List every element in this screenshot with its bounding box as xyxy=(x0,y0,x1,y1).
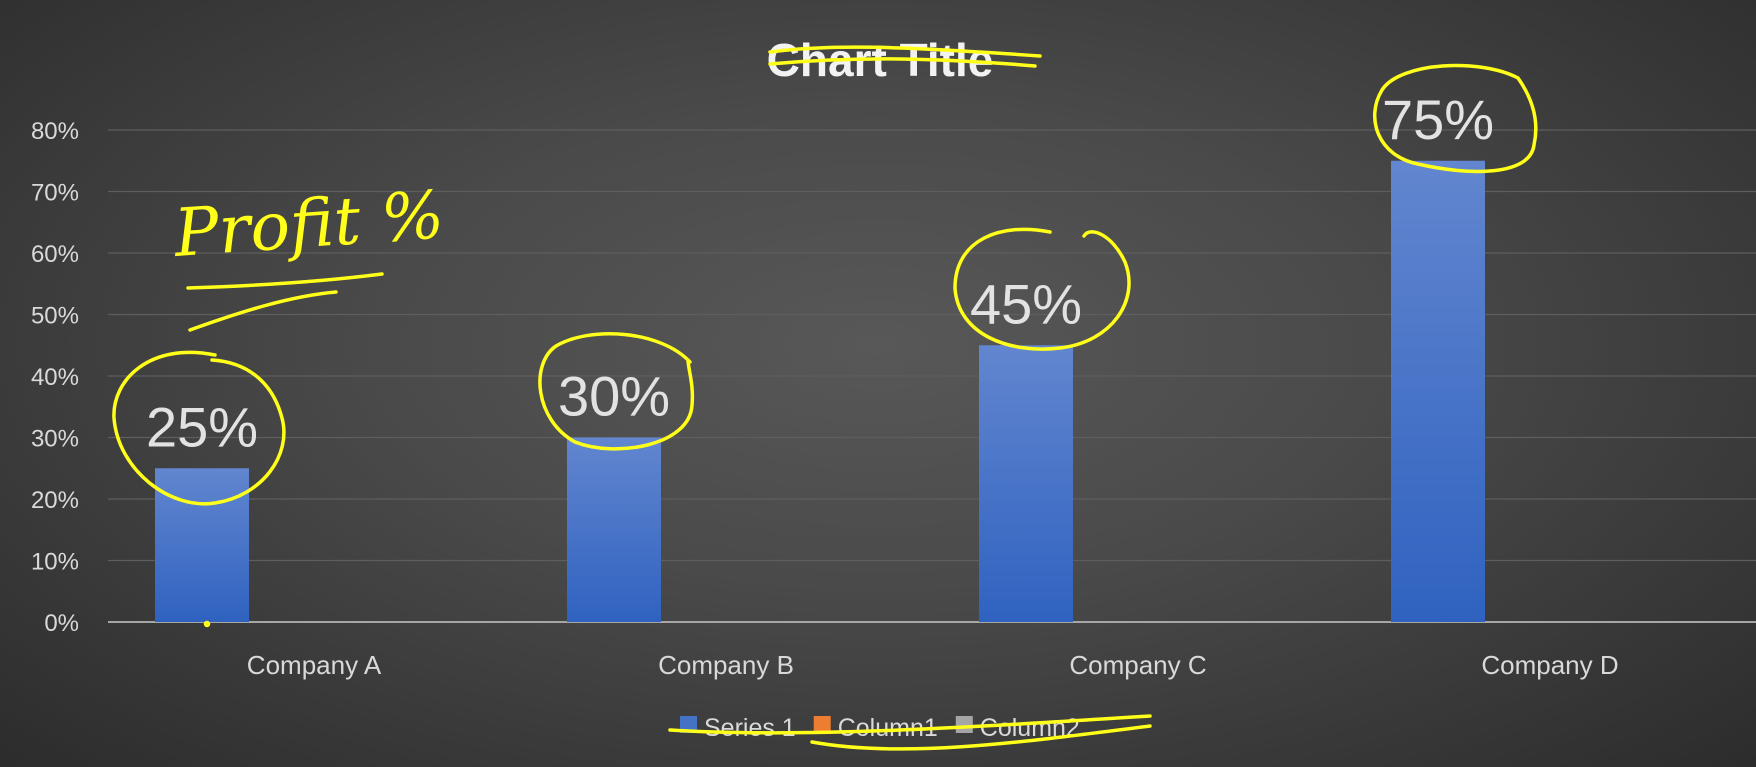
y-tick-label: 80% xyxy=(31,118,79,145)
legend-entry: Series 1 xyxy=(704,714,796,742)
title-strike xyxy=(768,45,1042,68)
legend-swatch xyxy=(680,716,697,733)
data-label: 30% xyxy=(558,365,670,428)
bars xyxy=(155,160,1485,622)
y-tick-label: 60% xyxy=(31,241,79,268)
circle-45 xyxy=(953,227,1131,351)
legend: Series 1 Column1 Column2 xyxy=(680,714,1080,742)
legend-strike xyxy=(668,714,1152,751)
stray-dot xyxy=(203,620,211,628)
x-category-label: Company D xyxy=(1481,650,1618,680)
bar xyxy=(1391,160,1485,622)
x-category-label: Company A xyxy=(247,650,382,680)
circle-75 xyxy=(1372,63,1538,174)
legend-swatch xyxy=(955,716,973,733)
legend-swatch xyxy=(813,716,831,733)
circle-25 xyxy=(112,350,286,506)
data-label: 45% xyxy=(970,272,1082,335)
data-label: 25% xyxy=(146,395,258,458)
ink-annotations xyxy=(112,45,1538,751)
circle-30 xyxy=(538,332,695,451)
y-tick-label: 50% xyxy=(31,303,79,330)
bar xyxy=(567,437,661,622)
bar xyxy=(979,345,1073,622)
profit-underline xyxy=(186,272,384,332)
profit-annotation: Profit % xyxy=(171,176,447,272)
y-tick-label: 30% xyxy=(31,426,79,453)
y-axis-ticks: 0% 10% 20% 30% 40% 50% 60% 70% 80% xyxy=(31,118,79,637)
data-label: 75% xyxy=(1382,88,1494,151)
y-tick-label: 20% xyxy=(31,487,79,514)
y-tick-label: 0% xyxy=(44,610,79,637)
x-category-label: Company B xyxy=(658,650,794,680)
x-category-label: Company C xyxy=(1069,650,1206,680)
y-tick-label: 40% xyxy=(31,364,79,391)
y-tick-label: 10% xyxy=(31,549,79,576)
bar xyxy=(155,468,249,622)
x-axis-categories: Company A Company B Company C Company D xyxy=(247,650,1619,680)
y-tick-label: 70% xyxy=(31,180,79,207)
data-labels: 25% 30% 45% 75% xyxy=(146,88,1494,459)
